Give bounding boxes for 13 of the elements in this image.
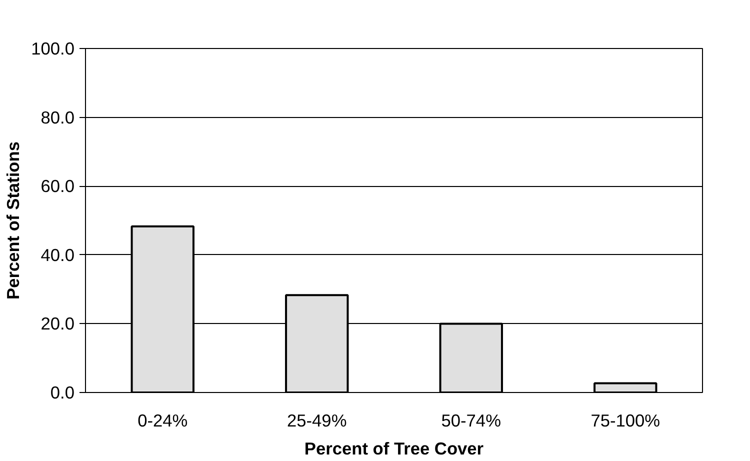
y-tick-label: 60.0 bbox=[40, 176, 75, 196]
y-tick-label: 0.0 bbox=[50, 382, 75, 402]
x-tick-label: 75-100% bbox=[590, 410, 660, 430]
x-tick-label: 25-49% bbox=[287, 410, 347, 430]
y-tick-label: 80.0 bbox=[40, 107, 75, 128]
y-tick-label: 100.0 bbox=[31, 38, 75, 58]
x-tick-label: 50-74% bbox=[441, 410, 501, 430]
x-axis-title: Percent of Tree Cover bbox=[304, 438, 484, 458]
y-tick-label: 20.0 bbox=[40, 314, 75, 334]
bar bbox=[594, 382, 658, 392]
y-axis-title: Percent of Stations bbox=[3, 142, 24, 300]
x-tick-label: 0-24% bbox=[138, 410, 188, 430]
y-tick-label: 40.0 bbox=[40, 244, 75, 265]
